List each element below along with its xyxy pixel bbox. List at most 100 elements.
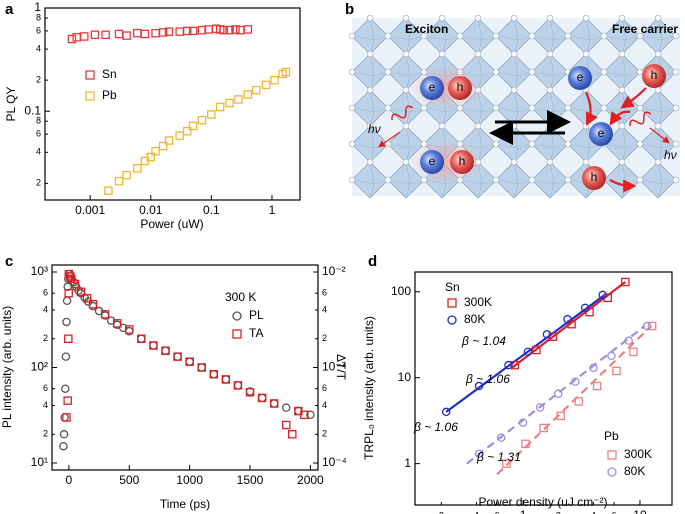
y-tick-label: 10³ — [31, 264, 48, 278]
data-point — [61, 352, 71, 361]
motion-arrow — [609, 110, 631, 126]
atom — [492, 176, 500, 184]
atom — [654, 158, 662, 166]
atom — [366, 14, 374, 22]
data-point — [281, 403, 291, 412]
data-point — [257, 393, 267, 403]
data-point — [82, 294, 92, 303]
data-point — [233, 381, 243, 390]
data-point — [146, 152, 156, 162]
atom — [510, 86, 518, 94]
atom — [438, 122, 446, 130]
atom — [582, 14, 590, 22]
atom — [564, 104, 572, 112]
x-tick-label: 2000 — [297, 473, 324, 487]
legend-marker — [447, 315, 457, 325]
data-point — [598, 290, 607, 300]
data-point — [207, 110, 216, 119]
data-point — [80, 32, 89, 41]
data-point — [245, 388, 255, 397]
fit-line — [466, 325, 646, 465]
x-tick-label: 1 — [520, 508, 527, 514]
octahedron-edge — [639, 161, 677, 199]
data-point — [642, 321, 652, 331]
carrier-label: e — [598, 126, 605, 140]
data-point — [225, 98, 234, 108]
legend-label: 80K — [464, 312, 485, 326]
data-point — [65, 272, 75, 281]
data-point — [61, 384, 70, 393]
data-point — [151, 146, 160, 156]
carrier-label: h — [591, 170, 598, 184]
y2-tick-label: 2 — [322, 333, 327, 343]
y-tick-label: 6 — [36, 25, 41, 35]
data-point — [521, 439, 530, 449]
y-tick-label: 8 — [36, 116, 41, 126]
atom — [672, 176, 680, 184]
data-point — [64, 334, 73, 344]
photon-wave — [629, 111, 652, 127]
y-tick-label: 10² — [31, 360, 48, 374]
y-tick-label: 6 — [43, 383, 48, 393]
carrier-label: h — [651, 68, 658, 82]
x-tick-label: 4 — [474, 510, 479, 514]
data-point — [209, 370, 219, 379]
octahedron-edge — [531, 161, 569, 199]
annotation: β ~ 1.06 — [465, 372, 510, 386]
data-point — [510, 360, 520, 370]
diagram-title: Free carrier — [612, 22, 678, 36]
data-point — [137, 334, 146, 344]
data-point — [114, 176, 124, 186]
data-point — [539, 423, 548, 433]
x-tick-label: 0.001 — [75, 203, 105, 217]
data-point — [133, 28, 142, 38]
y-tick-label: 8 — [36, 12, 41, 22]
data-point — [251, 85, 261, 95]
data-point — [624, 336, 633, 345]
electron — [589, 122, 613, 146]
data-point — [504, 360, 513, 370]
data-point — [225, 25, 234, 35]
data-point — [518, 418, 528, 427]
data-point — [182, 26, 192, 36]
y2-tick-label: 10⁻⁴ — [322, 455, 347, 469]
carrier-label: e — [577, 70, 584, 84]
data-point — [175, 27, 184, 36]
octahedron-edge — [603, 125, 641, 163]
data-point — [158, 28, 168, 37]
octahedron-edge — [603, 17, 641, 55]
octahedron-edge — [459, 89, 497, 127]
atom — [546, 122, 554, 130]
data-point — [535, 403, 545, 412]
data-point — [629, 347, 638, 357]
diagram-title: Exciton — [405, 22, 448, 36]
data-point — [243, 25, 253, 34]
atom — [474, 14, 482, 22]
data-point — [100, 310, 110, 319]
y-tick-label: 6 — [36, 128, 41, 138]
x-tick-label: 500 — [119, 473, 139, 487]
atom — [672, 104, 680, 112]
data-point — [542, 330, 552, 339]
atom — [528, 140, 536, 148]
data-point — [158, 141, 168, 151]
atom — [384, 104, 392, 112]
data-point — [532, 345, 541, 355]
data-point — [496, 433, 506, 443]
plot-frame — [51, 264, 319, 471]
data-point — [607, 351, 616, 361]
data-point — [221, 375, 231, 384]
legend-label: PL — [249, 308, 264, 322]
data-point — [589, 363, 598, 373]
atom — [564, 176, 572, 184]
atom — [510, 14, 518, 22]
y2-tick-label: 6 — [322, 383, 327, 393]
atom — [402, 86, 410, 94]
x-tick-label: 1500 — [237, 473, 264, 487]
octahedron-edge — [567, 17, 605, 55]
data-point — [122, 170, 131, 180]
data-point — [647, 321, 657, 331]
atom — [402, 14, 410, 22]
legend-marker — [85, 70, 95, 80]
atom — [366, 86, 374, 94]
